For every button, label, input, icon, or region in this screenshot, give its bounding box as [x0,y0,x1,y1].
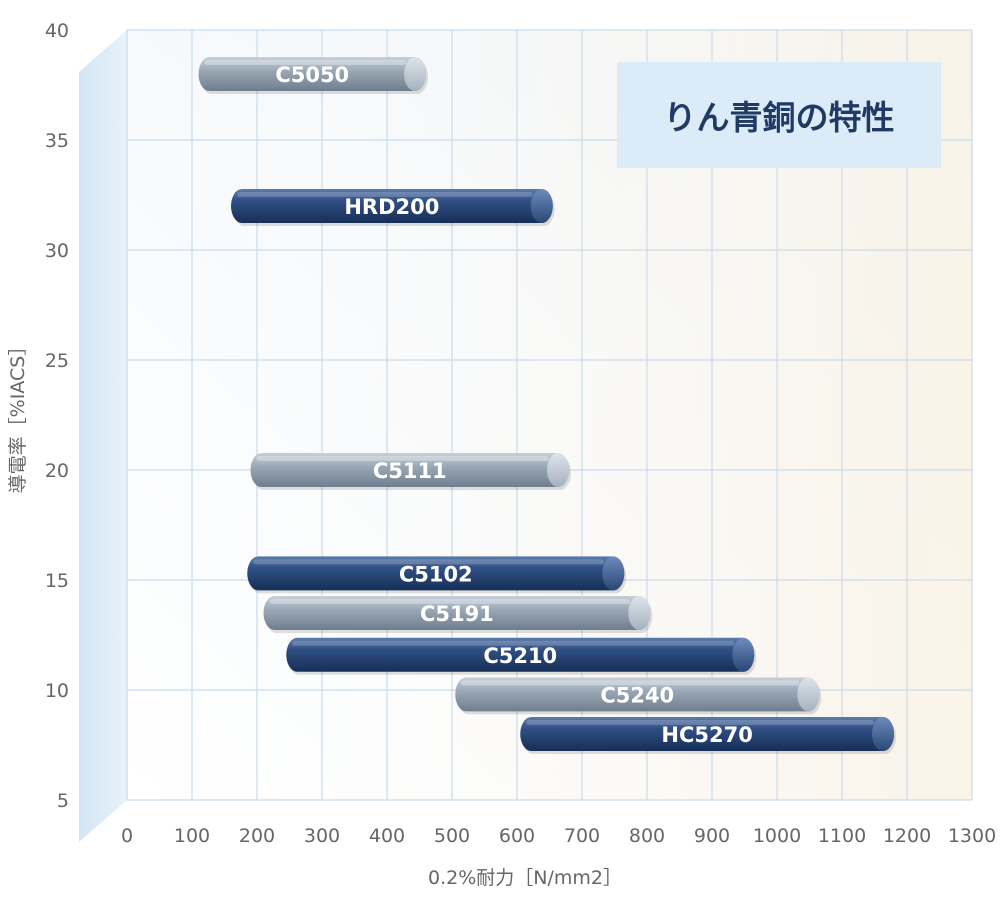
bar-hrd200: HRD200 [231,189,555,226]
bar-c5102: C5102 [247,556,627,594]
bar-hc5270: HC5270 [520,717,896,754]
bar-c5210: C5210 [286,637,757,675]
bar-highlight [292,640,735,646]
bar-end-cap [547,453,569,487]
y-tick-label: 20 [45,460,69,482]
bar-highlight [253,559,605,565]
bar-body [520,717,894,751]
y-tick-label: 25 [45,350,69,372]
bar-end-cap [628,596,651,630]
bar-label: HRD200 [344,195,439,219]
bar-c5111: C5111 [250,453,571,490]
y-tick-label: 15 [45,570,69,592]
x-tick-label: 700 [564,825,600,847]
y-tick-labels: 5 10 15 20 25 30 35 40 [45,20,69,812]
bar-end-cap [732,637,755,672]
bar-label: C5210 [483,644,557,668]
bar-end-cap [797,677,820,712]
title-box [617,62,941,168]
x-tick-label: 600 [499,825,535,847]
x-tick-label: 1100 [818,825,866,847]
bar-highlight [237,192,533,197]
x-tick-label: 200 [239,825,275,847]
y-tick-label: 5 [57,790,69,812]
bar-body [286,637,755,672]
bar-body [263,596,651,630]
x-tick-label: 400 [369,825,405,847]
bar-body [247,556,625,591]
bar-c5191: C5191 [263,596,653,633]
bar-label: C5111 [373,459,447,483]
bar-highlight [204,60,406,65]
x-tick-label: 1200 [883,825,931,847]
bar-end-cap [872,717,894,751]
bar-end-cap [404,57,426,91]
chart-title: りん青銅の特性 [664,98,895,137]
bar-c5050: C5050 [198,57,428,94]
bar-label: C5240 [600,683,674,707]
side-wall [79,30,127,842]
x-tick-label: 0 [121,825,133,847]
x-tick-label: 500 [434,825,470,847]
x-axis-title: 0.2%耐力［N/mm2］ [428,867,622,889]
x-tick-label: 800 [629,825,665,847]
bar-label: C5191 [420,602,494,626]
bar-end-cap [530,189,553,223]
x-tick-label: 900 [694,825,730,847]
bar-highlight [526,720,874,725]
y-tick-label: 40 [45,20,69,42]
bar-label: HC5270 [661,723,752,747]
y-axis-title: 導電率［%IACS］ [7,337,29,494]
y-tick-label: 10 [45,680,69,702]
bar-body [198,57,426,91]
bar-highlight [461,680,800,686]
bar-highlight [256,456,549,461]
x-tick-label: 1000 [753,825,801,847]
bar-end-cap [602,556,625,591]
bar-body [250,453,569,487]
x-tick-label: 300 [304,825,340,847]
bar-label: C5102 [399,562,473,586]
x-tick-label: 100 [174,825,210,847]
bar-body [455,677,820,712]
x-tick-label: 1300 [948,825,996,847]
bar-highlight [269,599,631,604]
x-tick-labels: 0 100 200 300 400 500 600 700 800 900 1000 1100 1200… [121,825,996,847]
y-tick-label: 35 [45,130,69,152]
bar-c5240: C5240 [455,677,822,715]
bars: C5050 HRD200 C5111 C5102 C5191 C5210 C5240 HC52… [198,57,896,754]
y-tick-label: 30 [45,240,69,262]
bar-label: C5050 [275,63,349,87]
bar-body [231,189,553,223]
